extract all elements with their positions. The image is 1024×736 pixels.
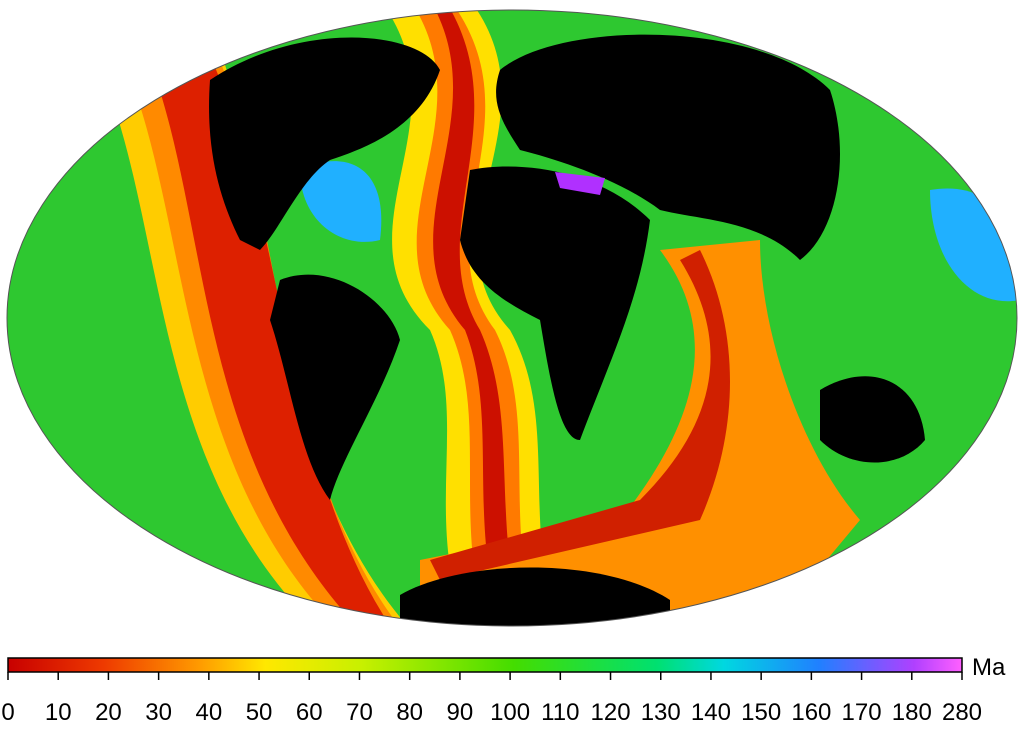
tick-label: 10 [45,699,72,726]
tick-label: 80 [396,699,423,726]
colorbar-scale [7,657,963,673]
oldest-crust [555,172,605,195]
tick-label: 50 [246,699,273,726]
tick-label: 120 [591,699,631,726]
age-band [430,10,525,626]
continent [820,376,925,463]
colorbar: Ma 0 10 20 30 40 50 60 70 80 90 100 110 120 130 140 150… [1,654,1006,726]
tick-label: 140 [691,699,731,726]
tick-label: 150 [741,699,781,726]
tick-label: 160 [791,699,831,726]
continent [460,166,650,440]
tick-label: 20 [95,699,122,726]
continent [209,37,440,250]
tick-label: 170 [842,699,882,726]
colorbar-unit: Ma [972,654,1006,681]
tick-label: 180 [892,699,932,726]
tick-label: 110 [541,699,579,726]
tick-label: 100 [490,699,530,726]
map [7,10,1017,626]
continent [496,34,840,261]
tick-label: 90 [447,699,474,726]
age-band [300,161,382,242]
map-outline [6,9,1018,627]
tick-label: 30 [145,699,172,726]
tick-label: 60 [296,699,323,726]
tick-label: 70 [346,699,373,726]
age-band [410,10,540,626]
tick-label: 280 [942,699,982,726]
age-band [120,10,400,626]
tick-label: 0 [1,699,14,726]
continent [270,274,400,500]
age-band [430,250,730,580]
tick-label: 40 [195,699,222,726]
tick-label: 130 [641,699,681,726]
